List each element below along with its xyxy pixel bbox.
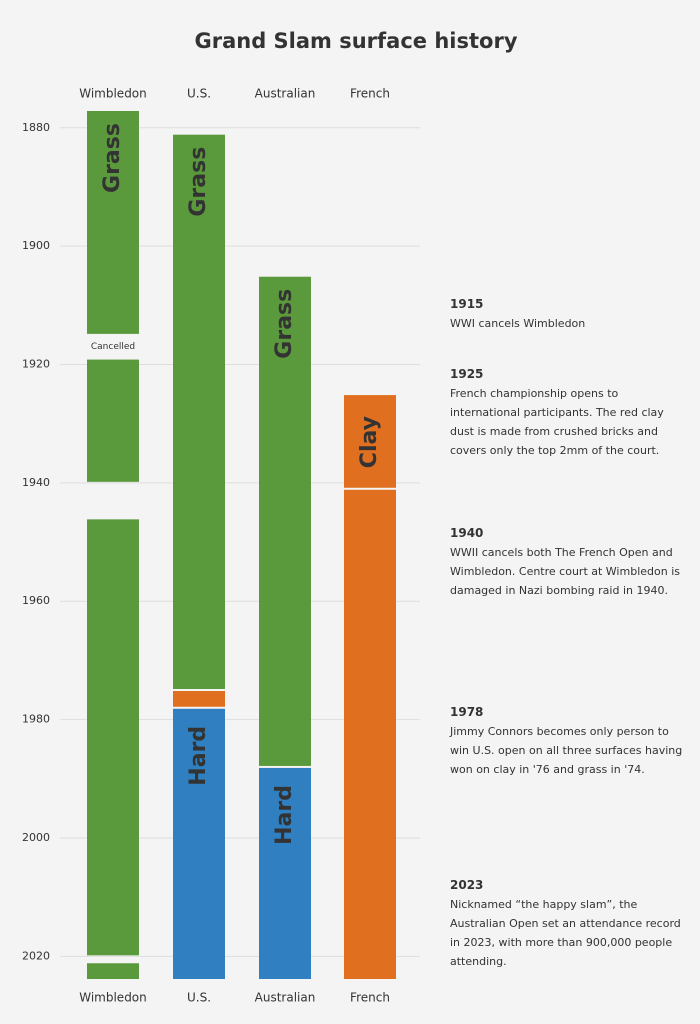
event-year: 2023 — [450, 878, 484, 892]
column-label-top: Wimbledon — [79, 87, 147, 101]
event: 2023 Nicknamed “the happy slam”, the Aust… — [450, 876, 690, 971]
surface-bar — [344, 489, 396, 979]
y-tick-label: 1960 — [22, 594, 50, 607]
y-tick-label: 1940 — [22, 476, 50, 489]
chart-title: Grand Slam surface history — [194, 29, 517, 53]
surface-label: Hard — [272, 785, 297, 845]
cancelled-note: Cancelled — [91, 342, 135, 352]
event-text: Nicknamed “the happy slam”, the Australi… — [450, 898, 681, 968]
y-tick-label: 2020 — [22, 949, 50, 962]
surface-bar — [87, 519, 139, 956]
surface-bar — [344, 395, 396, 488]
event-text: WWII cancels both The French Open and Wi… — [450, 546, 680, 597]
event-year: 1915 — [450, 297, 484, 311]
surface-bar — [173, 708, 225, 979]
surface-label: Hard — [186, 726, 211, 786]
y-tick-label: 2000 — [22, 831, 50, 844]
y-tick-label: 1980 — [22, 713, 50, 726]
surface-bar — [259, 276, 311, 766]
surface-bar — [87, 111, 139, 334]
surface-bar — [173, 134, 225, 689]
surface-bar — [87, 359, 139, 482]
column-label-top: U.S. — [187, 87, 211, 101]
column-label-bottom: Australian — [255, 991, 316, 1005]
surface-label: Clay — [357, 416, 382, 468]
event-year: 1940 — [450, 526, 484, 540]
column-label-top: French — [350, 87, 390, 101]
y-tick-label: 1920 — [22, 357, 50, 370]
surface-label: Grass — [186, 147, 211, 217]
surface-bar — [87, 963, 139, 979]
y-tick-label: 1900 — [22, 239, 50, 252]
event: 1925 French championship opens to interna… — [450, 365, 690, 460]
event-text: WWI cancels Wimbledon — [450, 317, 586, 330]
y-tick-label: 1880 — [22, 121, 50, 134]
event: 1978 Jimmy Connors becomes only person to… — [450, 703, 690, 779]
surface-label: Grass — [272, 289, 297, 359]
column-label-bottom: U.S. — [187, 991, 211, 1005]
event: 1915 WWI cancels Wimbledon — [450, 295, 690, 333]
column-label-top: Australian — [255, 87, 316, 101]
event-text: French championship opens to internation… — [450, 387, 664, 457]
column-label-bottom: Wimbledon — [79, 991, 147, 1005]
event-text: Jimmy Connors becomes only person to win… — [450, 725, 683, 776]
event: 1940 WWII cancels both The French Open an… — [450, 524, 690, 600]
column-label-bottom: French — [350, 991, 390, 1005]
surface-bar — [173, 691, 225, 707]
surface-label: Grass — [100, 123, 125, 193]
surface-bar — [259, 767, 311, 979]
event-year: 1925 — [450, 367, 484, 381]
event-year: 1978 — [450, 705, 484, 719]
